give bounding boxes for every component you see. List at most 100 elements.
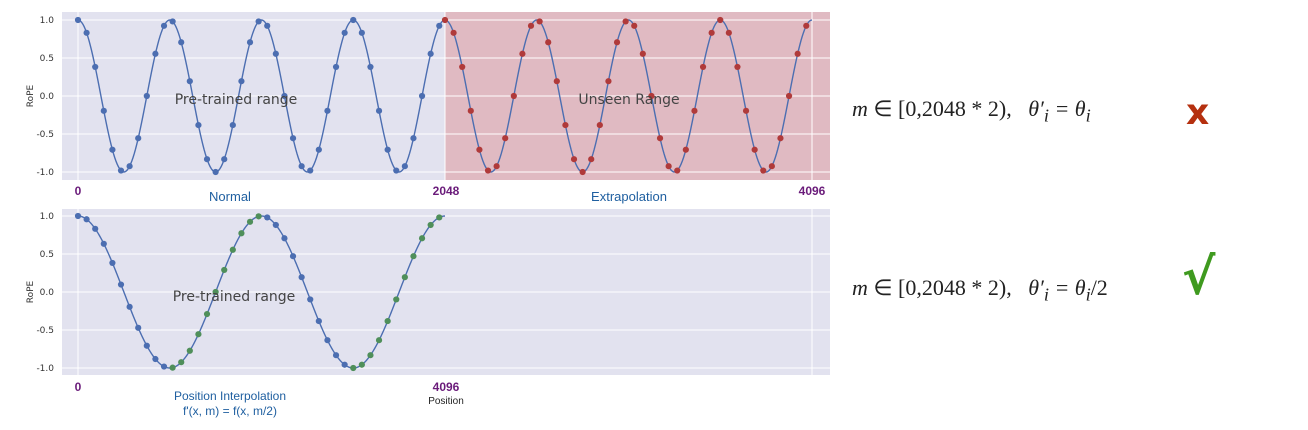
data-point xyxy=(307,296,314,303)
data-point xyxy=(350,364,357,372)
data-point xyxy=(459,63,466,71)
data-point xyxy=(367,352,374,359)
data-point xyxy=(324,337,331,344)
data-point xyxy=(135,135,142,142)
data-point xyxy=(527,22,535,29)
data-point xyxy=(777,135,784,142)
data-point xyxy=(117,167,125,174)
data-point xyxy=(160,363,168,370)
top-region-normal: Normal xyxy=(209,189,251,204)
formula-sub: i xyxy=(1043,105,1049,126)
y-tick-label: 0.0 xyxy=(40,92,55,102)
formula-rhs-sub: i xyxy=(1085,284,1091,305)
data-point xyxy=(246,218,254,225)
data-point xyxy=(519,50,526,57)
data-point xyxy=(74,212,82,220)
data-point xyxy=(255,213,262,220)
data-point xyxy=(410,135,417,142)
formula-rhs-sub: i xyxy=(1085,105,1091,126)
data-point xyxy=(358,29,365,36)
formula-sub: i xyxy=(1043,284,1049,305)
data-point xyxy=(562,121,569,129)
data-point xyxy=(436,214,443,221)
data-point xyxy=(117,281,125,288)
data-point xyxy=(186,78,193,85)
top-y-ticks: 1.0 0.5 0.0 -0.5 -1.0 xyxy=(36,16,54,178)
data-point xyxy=(751,146,758,153)
data-point xyxy=(332,352,340,359)
data-point xyxy=(229,121,236,129)
data-point xyxy=(92,225,99,232)
top-marker-4096: 4096 xyxy=(799,184,826,198)
data-point xyxy=(195,121,202,129)
y-tick-label: 0.5 xyxy=(40,250,54,260)
top-chart: 1.0 0.5 0.0 -0.5 -1.0 RoPE Pre-trained range… xyxy=(26,12,830,204)
data-point xyxy=(427,221,434,229)
formula-rhs: = θ xyxy=(1054,275,1086,300)
data-point xyxy=(264,214,271,221)
data-point xyxy=(281,92,288,100)
data-point xyxy=(126,163,133,170)
data-point xyxy=(401,274,408,281)
data-point xyxy=(803,22,810,29)
y-tick-label: -1.0 xyxy=(36,364,54,374)
formula-extrapolation: m ∈ [0,2048 * 2), θ′i = θi xyxy=(852,96,1091,126)
formula-m: m xyxy=(852,275,868,300)
y-tick-label: -0.5 xyxy=(36,326,54,336)
bottom-annotation-pretrained: Pre-trained range xyxy=(173,289,296,305)
data-point xyxy=(785,92,793,100)
data-point xyxy=(341,361,348,368)
data-point xyxy=(126,303,133,310)
data-point xyxy=(648,92,655,100)
data-point xyxy=(341,29,348,36)
data-point xyxy=(332,63,340,71)
data-point xyxy=(613,39,621,46)
data-point xyxy=(450,29,457,36)
data-point xyxy=(212,168,219,176)
data-point xyxy=(708,29,715,36)
data-point xyxy=(441,16,449,24)
top-marker-0: 0 xyxy=(75,184,82,198)
data-point xyxy=(221,156,228,163)
top-region-extrapolation: Extrapolation xyxy=(591,189,667,204)
data-point xyxy=(229,246,236,253)
data-point xyxy=(742,107,750,114)
top-y-axis-label: RoPE xyxy=(26,84,36,107)
data-point xyxy=(109,146,116,153)
data-point xyxy=(135,324,142,331)
data-point xyxy=(315,146,322,153)
data-point xyxy=(298,274,305,281)
data-point xyxy=(307,167,314,174)
y-tick-label: 0.0 xyxy=(40,288,55,298)
data-point xyxy=(281,235,288,242)
top-annotation-pretrained: Pre-trained range xyxy=(175,92,298,108)
data-point xyxy=(725,29,732,36)
data-point xyxy=(545,39,552,46)
top-grid xyxy=(62,12,830,180)
bottom-region-interpolation: Position Interpolation xyxy=(174,389,286,403)
data-point xyxy=(510,92,517,100)
data-point xyxy=(691,107,698,114)
data-point xyxy=(639,50,646,57)
data-point xyxy=(768,163,775,170)
data-point xyxy=(665,163,672,170)
data-point xyxy=(393,296,400,303)
formula-set: ∈ [0,2048 * 2), xyxy=(873,96,1012,121)
data-point xyxy=(734,63,741,71)
check-icon: √ xyxy=(1182,248,1216,306)
data-point xyxy=(92,63,99,71)
data-point xyxy=(384,317,391,325)
data-point xyxy=(100,107,107,114)
data-point xyxy=(264,22,271,29)
data-point xyxy=(350,16,357,24)
data-point xyxy=(169,364,176,371)
data-point xyxy=(717,16,724,24)
bottom-region-formula: f'(x, m) = f(x, m/2) xyxy=(183,404,277,418)
formula-theta: θ′ xyxy=(1028,275,1044,300)
y-tick-label: 0.5 xyxy=(40,54,54,64)
data-point xyxy=(384,146,391,153)
data-point xyxy=(393,167,400,174)
formula-tail: /2 xyxy=(1090,275,1108,300)
data-point xyxy=(760,167,767,174)
y-tick-label: -0.5 xyxy=(36,130,54,140)
